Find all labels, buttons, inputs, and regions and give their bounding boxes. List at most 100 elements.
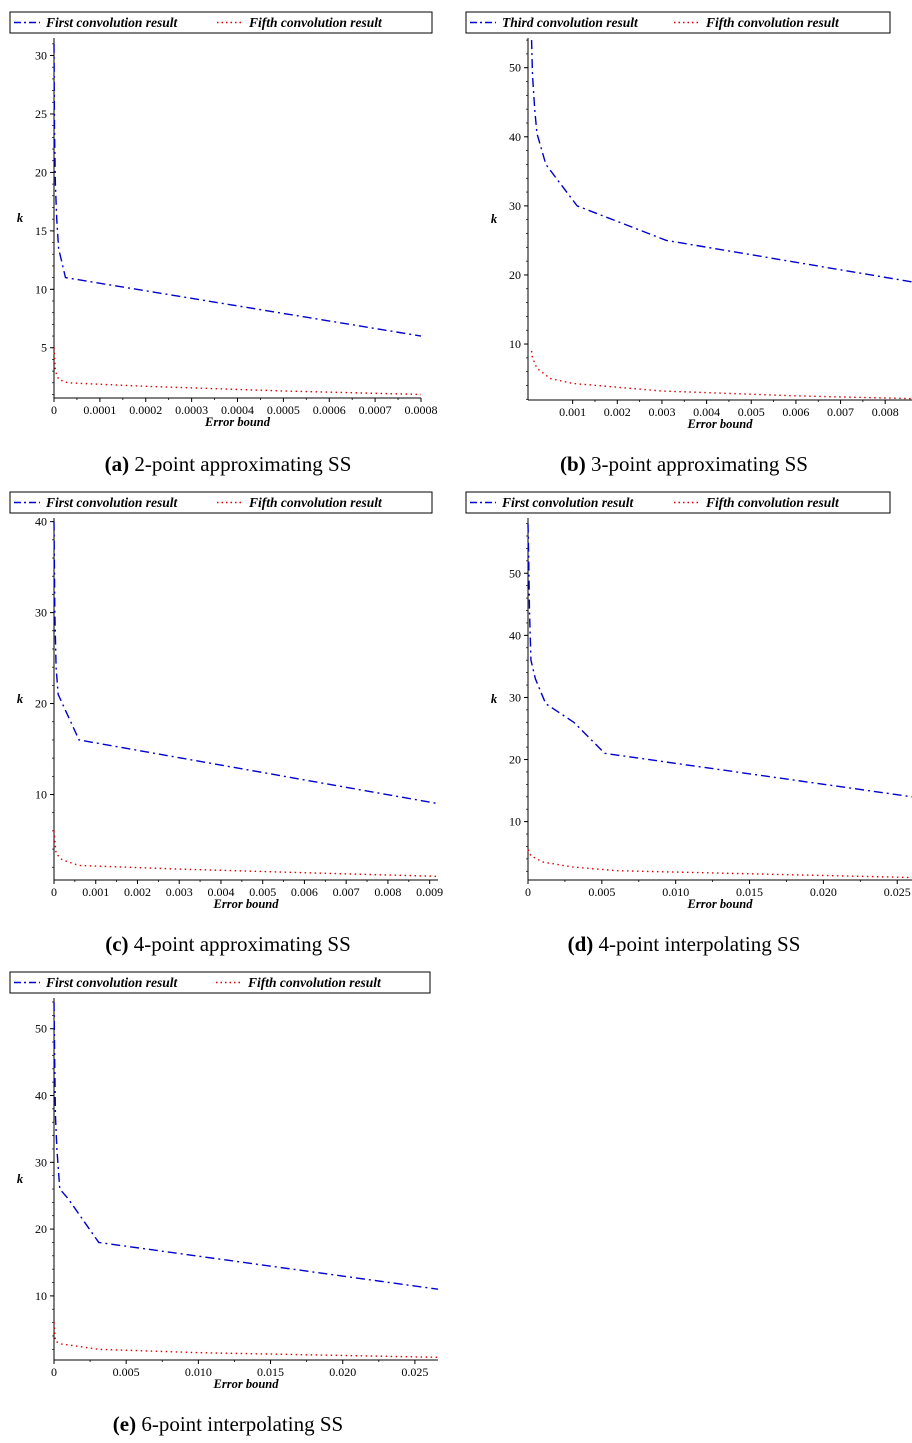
x-tick-label: 0.005	[738, 405, 765, 419]
x-tick-label: 0.009	[416, 885, 443, 899]
y-tick-label: 50	[35, 1022, 47, 1036]
x-tick-label: 0.0007	[359, 403, 392, 417]
caption-letter: (c)	[105, 932, 129, 956]
axes: 0.001 0.002 0.003 0.004 0.005 0.006 0.007 0.008…	[491, 38, 912, 431]
legend-box	[465, 11, 891, 34]
chart-caption-d: (d) 4-point interpolating SS	[456, 932, 912, 957]
x-tick-label: 0.020	[810, 885, 837, 899]
y-tick-label: 10	[35, 1289, 47, 1303]
y-tick-label: 20	[509, 753, 521, 767]
series-line-1	[53, 1002, 439, 1290]
chart-panel-d: First convolution result Fifth convolutio…	[456, 480, 912, 960]
chart-d: First convolution result Fifth convolutio…	[465, 491, 912, 911]
x-tick-label: 0.010	[185, 1365, 212, 1379]
y-tick-label: 20	[35, 1222, 47, 1236]
x-tick-label: 0.001	[82, 885, 109, 899]
x-axis-label: Error bound	[687, 417, 754, 431]
y-tick-label: 50	[509, 61, 521, 75]
x-tick-label: 0.0004	[221, 403, 254, 417]
chart-caption-a: (a) 2-point approximating SS	[0, 452, 456, 477]
x-tick-label: 0	[51, 885, 57, 899]
x-tick-label: 0.015	[736, 885, 763, 899]
x-tick-label: 0.020	[329, 1365, 356, 1379]
legend-entry-1: Third convolution result	[502, 15, 639, 30]
x-tick-label: 0.001	[559, 405, 586, 419]
caption-text: 2-point approximating SS	[129, 452, 352, 476]
x-tick-label: 0.005	[249, 885, 276, 899]
legend-entry-2: Fifth convolution result	[705, 495, 840, 510]
x-tick-label: 0.025	[401, 1365, 428, 1379]
y-tick-label: 40	[509, 130, 521, 144]
legend-entry-2: Fifth convolution result	[248, 495, 383, 510]
x-tick-label: 0.004	[693, 405, 720, 419]
chart-e: First convolution result Fifth convolutio…	[9, 971, 439, 1391]
caption-text: 6-point interpolating SS	[136, 1412, 344, 1436]
legend-box	[9, 11, 433, 34]
x-tick-label: 0	[525, 885, 531, 899]
legend-entry-1: First convolution result	[501, 495, 635, 510]
caption-text: 3-point approximating SS	[585, 452, 808, 476]
series-line-2	[530, 350, 912, 400]
x-tick-label: 0.015	[257, 1365, 284, 1379]
y-tick-label: 20	[509, 268, 521, 282]
chart-a: First convolution result Fifth convolutio…	[9, 11, 438, 429]
chart-panel-c: First convolution result Fifth convolutio…	[0, 480, 456, 960]
axes: 0 0.0001 0.0002 0.0003 0.0004 0.0005 0.0006 0.0…	[17, 38, 438, 429]
series-line-1	[530, 40, 912, 283]
x-tick-label: 0.005	[113, 1365, 140, 1379]
y-tick-label: 10	[35, 788, 47, 802]
y-tick-label: 30	[509, 690, 521, 704]
y-tick-label: 10	[35, 282, 47, 296]
legend-entry-2: Fifth convolution result	[248, 15, 383, 30]
x-tick-label: 0.006	[291, 885, 318, 899]
y-tick-label: 10	[509, 337, 521, 351]
chart-panel-b: Third convolution result Fifth convolutio…	[456, 0, 912, 480]
x-tick-label: 0.0001	[83, 403, 116, 417]
y-axis-label: k	[17, 211, 24, 225]
axes: 0 0.005 0.010 0.015 0.020 0.025 10 20 30 40 50 Erro…	[491, 518, 912, 911]
y-tick-label: 40	[35, 515, 47, 529]
y-tick-label: 10	[509, 815, 521, 829]
x-tick-label: 0.0003	[175, 403, 208, 417]
x-tick-label: 0.002	[604, 405, 631, 419]
legend-entry-1: First convolution result	[45, 495, 179, 510]
chart-b: Third convolution result Fifth convolutio…	[465, 11, 912, 431]
y-tick-label: 15	[35, 224, 47, 238]
chart-c: First convolution result Fifth convolutio…	[9, 491, 443, 911]
caption-text: 4-point approximating SS	[128, 932, 351, 956]
chart-caption-b: (b) 3-point approximating SS	[456, 452, 912, 477]
x-tick-label: 0.003	[648, 405, 675, 419]
legend-box	[9, 491, 433, 514]
series-line-2	[53, 1322, 439, 1359]
y-tick-label: 40	[35, 1089, 47, 1103]
x-tick-label: 0	[51, 403, 57, 417]
y-axis-label: k	[17, 1172, 24, 1186]
y-axis-label: k	[491, 692, 498, 706]
axes: 0 0.001 0.002 0.003 0.004 0.005 0.006 0.007 0.00…	[17, 515, 443, 911]
y-tick-label: 30	[35, 49, 47, 63]
x-axis-label: Error bound	[687, 897, 754, 911]
x-tick-label: 0.0002	[129, 403, 162, 417]
legend: First convolution result Fifth convolutio…	[9, 11, 433, 34]
x-tick-label: 0.025	[884, 885, 911, 899]
x-tick-label: 0.010	[662, 885, 689, 899]
x-tick-label: 0	[51, 1365, 57, 1379]
x-tick-label: 0.005	[588, 885, 615, 899]
legend: First convolution result Fifth convolutio…	[9, 491, 433, 514]
y-axis-label: k	[17, 692, 24, 706]
caption-letter: (b)	[560, 452, 586, 476]
x-tick-label: 0.006	[782, 405, 809, 419]
legend-entry-1: First convolution result	[45, 975, 179, 990]
legend-box	[465, 491, 891, 514]
y-tick-label: 20	[35, 697, 47, 711]
series-line-1	[53, 521, 439, 805]
y-tick-label: 20	[35, 165, 47, 179]
x-axis-label: Error bound	[213, 897, 280, 911]
caption-text: 4-point interpolating SS	[593, 932, 801, 956]
chart-panel-e: First convolution result Fifth convolutio…	[0, 960, 456, 1440]
y-axis-label: k	[491, 212, 498, 226]
legend: First convolution result Fifth convolutio…	[9, 971, 431, 994]
x-tick-label: 0.002	[124, 885, 151, 899]
chart-caption-c: (c) 4-point approximating SS	[0, 932, 456, 957]
chart-panel-a: First convolution result Fifth convolutio…	[0, 0, 456, 480]
